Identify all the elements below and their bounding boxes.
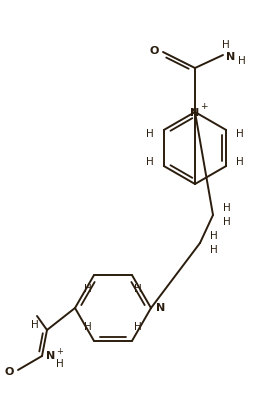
Text: N: N	[46, 351, 56, 361]
Text: H: H	[84, 322, 92, 332]
Text: H: H	[223, 203, 231, 213]
Text: H: H	[146, 129, 154, 139]
Text: O: O	[4, 367, 14, 377]
Text: H: H	[236, 157, 244, 167]
Text: O: O	[149, 46, 159, 56]
Text: H: H	[210, 245, 218, 255]
Text: H: H	[134, 322, 142, 332]
Text: H: H	[223, 217, 231, 227]
Text: H: H	[84, 284, 92, 294]
Text: N: N	[226, 52, 236, 62]
Text: +: +	[57, 346, 64, 355]
Text: H: H	[236, 129, 244, 139]
Text: N: N	[190, 108, 200, 118]
Text: N: N	[156, 303, 166, 313]
Text: H: H	[222, 40, 230, 50]
Text: H: H	[56, 359, 64, 369]
Text: H: H	[210, 231, 218, 241]
Text: H: H	[31, 320, 39, 330]
Text: H: H	[134, 284, 142, 294]
Text: H: H	[238, 56, 246, 66]
Text: H: H	[146, 157, 154, 167]
Text: +: +	[200, 102, 208, 110]
